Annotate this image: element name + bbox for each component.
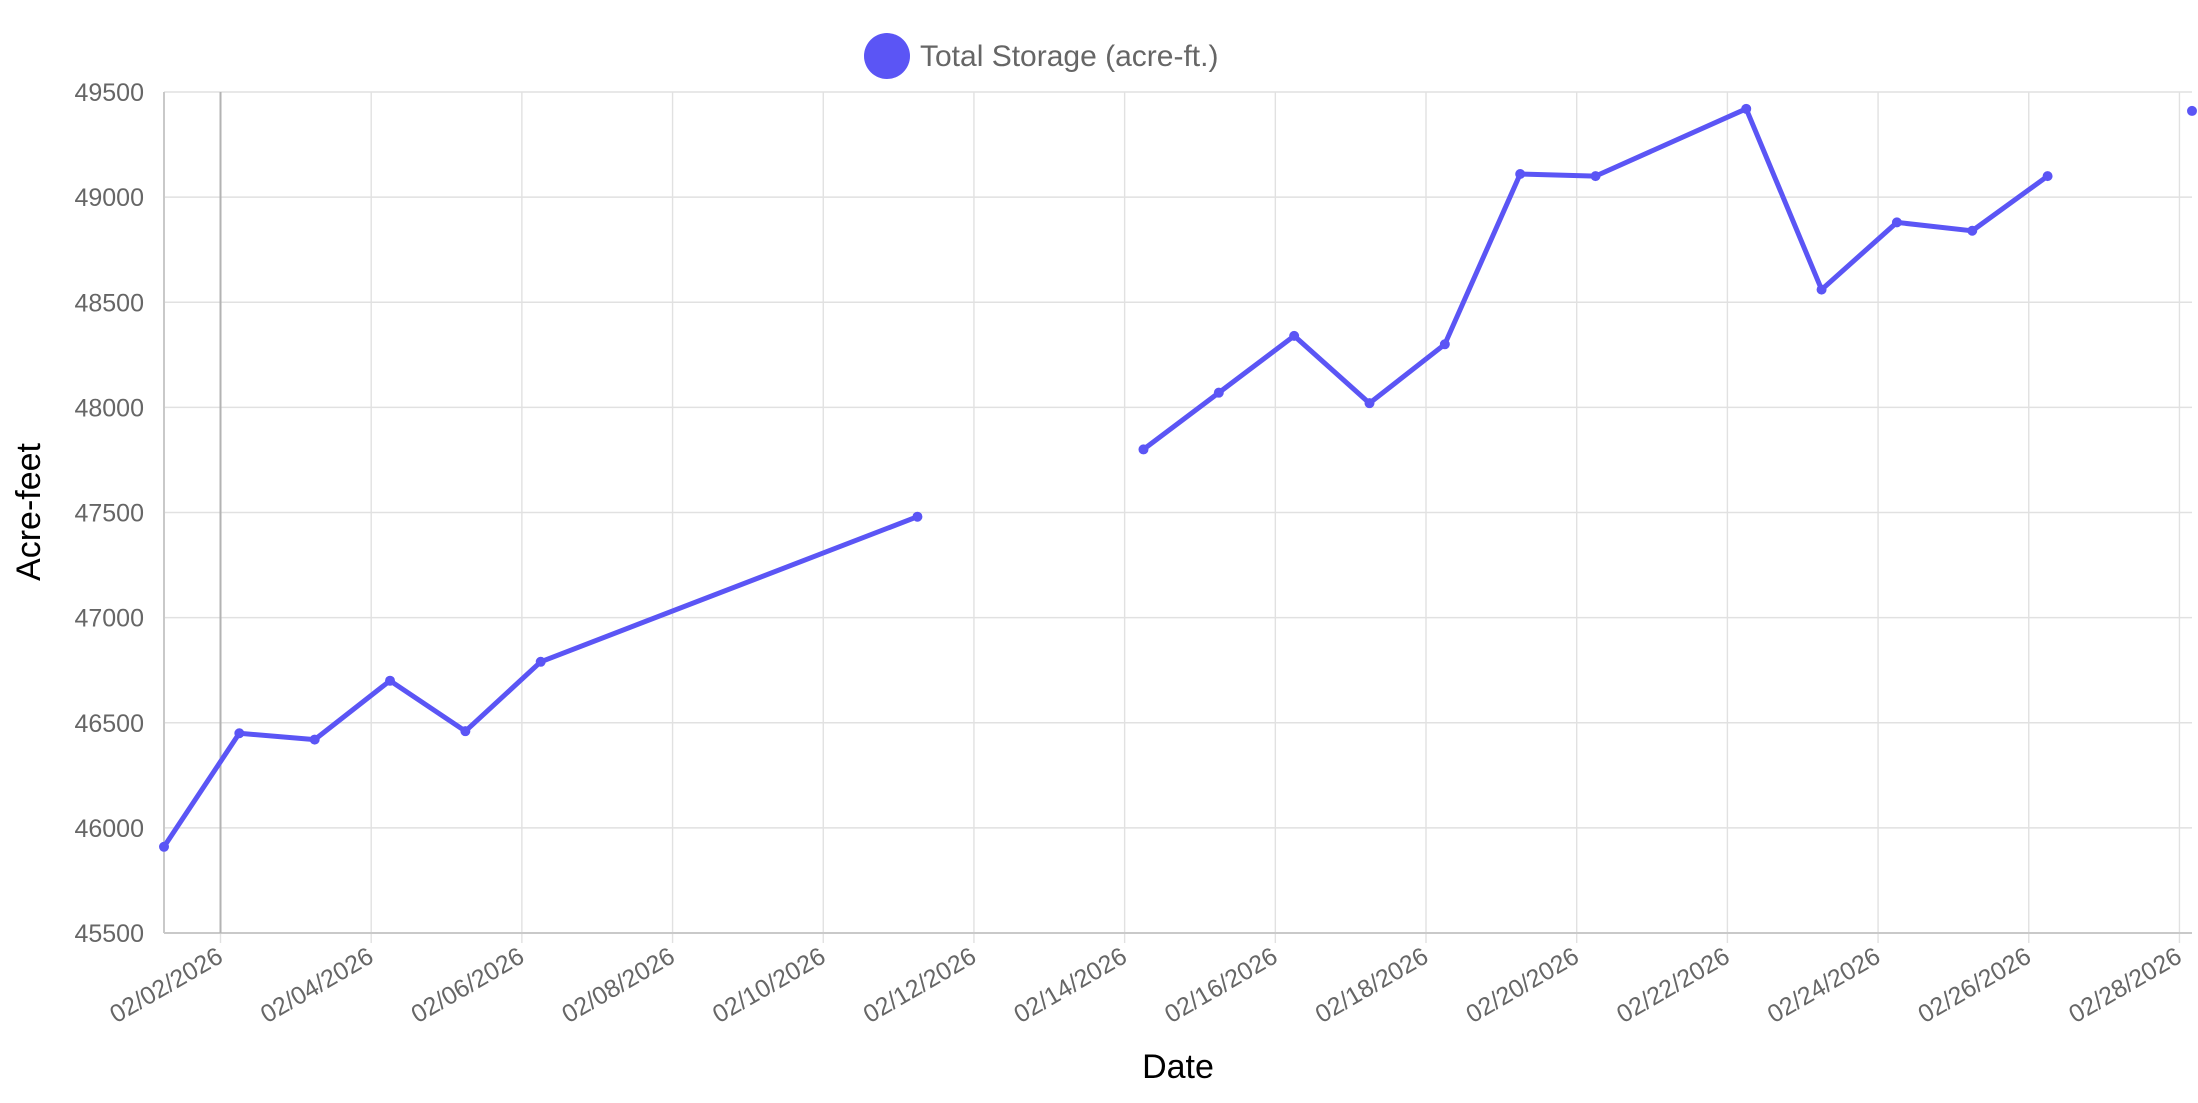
x-tick-label: 02/04/2026 (256, 942, 378, 1029)
data-point[interactable] (912, 511, 923, 522)
x-tick-label: 02/12/2026 (859, 942, 981, 1029)
x-tick-label: 02/02/2026 (105, 942, 227, 1029)
y-tick-label: 48500 (74, 289, 144, 317)
data-point[interactable] (159, 841, 169, 852)
data-point[interactable] (1213, 387, 1224, 398)
data-point[interactable] (2187, 105, 2197, 116)
x-tick-label: 02/10/2026 (708, 942, 830, 1029)
y-axis-ticks: 49500 49000 48500 48000 47500 47000 46500 46000… (74, 79, 144, 948)
x-tick-label: 02/08/2026 (557, 942, 679, 1029)
x-tick-label: 02/22/2026 (1612, 942, 1734, 1029)
data-point[interactable] (1590, 171, 1601, 182)
series-line (161, 514, 920, 850)
data-point[interactable] (1515, 168, 1526, 179)
axes (163, 92, 2192, 934)
x-axis-title: Date (1142, 1048, 1214, 1086)
x-tick-label: 02/20/2026 (1461, 942, 1583, 1029)
series-lines (161, 106, 2051, 850)
x-tick-label: 02/26/2026 (1913, 942, 2035, 1029)
data-point[interactable] (2042, 171, 2053, 182)
data-point[interactable] (309, 734, 320, 745)
x-tick-label: 02/14/2026 (1009, 942, 1131, 1029)
data-point[interactable] (1439, 339, 1450, 350)
y-tick-label: 46000 (74, 815, 144, 843)
legend-swatch-icon[interactable] (864, 33, 910, 79)
grid-lines (164, 91, 2192, 943)
data-point[interactable] (1967, 225, 1978, 236)
data-point[interactable] (460, 726, 471, 737)
data-point[interactable] (385, 675, 396, 686)
legend[interactable]: Total Storage (acre-ft.) (864, 33, 1218, 79)
data-point[interactable] (234, 728, 245, 739)
series-points (159, 103, 2197, 852)
data-point[interactable] (535, 656, 546, 667)
x-tick-label: 02/28/2026 (2064, 942, 2186, 1029)
data-point[interactable] (1816, 284, 1827, 295)
y-tick-label: 49500 (74, 79, 144, 107)
x-tick-label: 02/24/2026 (1763, 942, 1885, 1029)
data-point[interactable] (1289, 330, 1300, 341)
x-tick-label: 02/18/2026 (1311, 942, 1433, 1029)
y-tick-label: 45500 (74, 920, 144, 948)
legend-label[interactable]: Total Storage (acre-ft.) (920, 40, 1218, 73)
x-tick-label: 02/06/2026 (407, 942, 529, 1029)
y-tick-label: 46500 (74, 710, 144, 738)
x-tick-label: 02/16/2026 (1160, 942, 1282, 1029)
x-axis-ticks: 02/02/2026 02/04/2026 02/06/2026 02/08/2026… (105, 942, 2186, 1029)
y-tick-label: 49000 (74, 184, 144, 212)
data-point[interactable] (1364, 398, 1375, 409)
y-axis-title: Acre-feet (10, 442, 48, 580)
data-point[interactable] (1138, 444, 1149, 455)
data-point[interactable] (1741, 103, 1752, 114)
y-tick-label: 47000 (74, 605, 144, 633)
y-tick-label: 47500 (74, 500, 144, 528)
y-tick-label: 48000 (74, 394, 144, 422)
data-point[interactable] (1891, 217, 1902, 228)
series-line (1141, 106, 2051, 452)
